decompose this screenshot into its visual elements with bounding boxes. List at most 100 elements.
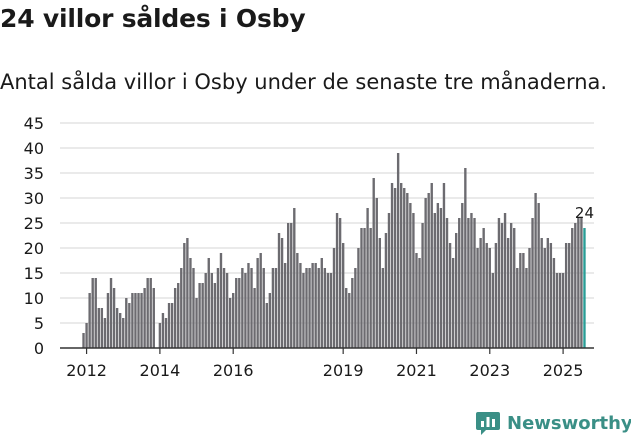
- bar: [396, 153, 400, 348]
- bar: [235, 278, 238, 348]
- bar: [461, 203, 464, 348]
- bar: [118, 313, 122, 348]
- bar: [173, 288, 177, 348]
- bar: [134, 293, 137, 348]
- x-axis-ticks: 2012 2014 2016 2019 2021 2023 2025: [66, 348, 583, 380]
- bar: [503, 213, 507, 348]
- bar: [384, 233, 388, 348]
- y-tick-label: 40: [24, 139, 44, 158]
- brand-name: Newsworthy: [507, 412, 631, 434]
- bar: [308, 268, 311, 348]
- bar: [448, 243, 452, 348]
- bar: [506, 238, 510, 348]
- bar: [283, 263, 287, 348]
- bar: [568, 243, 571, 348]
- bar: [372, 178, 375, 348]
- bar: [519, 253, 522, 348]
- bar: [91, 278, 94, 348]
- bar: [317, 268, 320, 348]
- bar: [186, 238, 189, 348]
- bar: [326, 273, 330, 348]
- bar: [293, 208, 296, 348]
- bar: [302, 273, 305, 348]
- bar: [403, 188, 406, 348]
- bar: [366, 208, 369, 348]
- bar: [564, 243, 568, 348]
- bar: [213, 283, 217, 348]
- bar: [222, 268, 226, 348]
- bar: [549, 243, 553, 348]
- bar: [335, 213, 339, 348]
- bar: [369, 228, 372, 348]
- bar: [177, 283, 180, 348]
- bar: [204, 273, 207, 348]
- bar: [128, 303, 131, 348]
- bar: [253, 288, 256, 348]
- bar: [85, 323, 88, 348]
- bar: [528, 248, 531, 348]
- y-tick-label: 20: [24, 239, 44, 258]
- bar: [152, 288, 155, 348]
- newsworthy-logo: Newsworthy: [475, 408, 631, 438]
- bar: [125, 298, 128, 348]
- chart-subtitle: Antal sålda villor i Osby under de senas…: [0, 70, 608, 94]
- bar: [201, 283, 204, 348]
- bar: [244, 273, 247, 348]
- bar: [268, 293, 272, 348]
- bar: [219, 253, 223, 348]
- bar: [265, 303, 268, 348]
- bar: [534, 193, 537, 348]
- bar: [421, 223, 424, 348]
- bar: [277, 233, 281, 348]
- bar: [390, 183, 394, 348]
- bar: [378, 238, 382, 348]
- bar: [445, 218, 449, 348]
- bar: [164, 318, 168, 348]
- bar: [522, 253, 525, 348]
- bar: [82, 333, 85, 348]
- bar: [479, 238, 482, 348]
- bar: [571, 228, 574, 348]
- y-tick-label: 10: [24, 289, 44, 308]
- bar: [561, 273, 565, 348]
- bar: [161, 313, 165, 348]
- bar: [180, 268, 183, 348]
- bar: [424, 198, 427, 348]
- bar: [436, 203, 440, 348]
- bar: [320, 258, 323, 348]
- bar: [537, 203, 540, 348]
- bar: [250, 268, 253, 348]
- page-title: 24 villor såldes i Osby: [0, 4, 306, 33]
- y-tick-label: 25: [24, 214, 44, 233]
- bar: [192, 268, 195, 348]
- bar: [412, 213, 415, 348]
- bar: [341, 243, 345, 348]
- bar: [509, 223, 513, 348]
- bar: [262, 268, 265, 348]
- bar: [381, 268, 385, 348]
- bar: [97, 308, 100, 348]
- bar: [476, 248, 479, 348]
- bar: [225, 273, 229, 348]
- bar: [131, 293, 134, 348]
- bar: [189, 258, 192, 348]
- bar: [228, 298, 232, 348]
- bar: [210, 273, 214, 348]
- bar: [494, 243, 498, 348]
- bar: [415, 253, 418, 348]
- bar: [360, 228, 363, 348]
- bar: [149, 278, 152, 348]
- x-tick-label: 2023: [469, 361, 510, 380]
- bar: [305, 268, 308, 348]
- bar: [473, 218, 476, 348]
- bar: [170, 303, 174, 348]
- bar: [137, 293, 140, 348]
- bar: [375, 198, 378, 348]
- bar: [290, 223, 293, 348]
- bar: [442, 183, 446, 348]
- bar: [88, 293, 91, 348]
- bar: [418, 258, 421, 348]
- y-tick-label: 35: [24, 164, 44, 183]
- x-tick-label: 2019: [323, 361, 364, 380]
- bar: [338, 218, 342, 348]
